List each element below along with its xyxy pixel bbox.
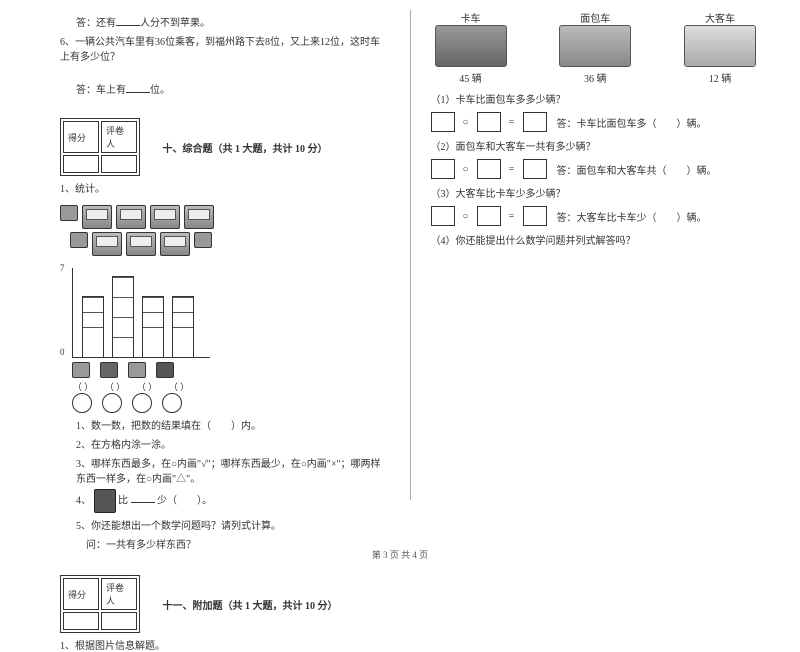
score-box-10: 得分评卷人 (60, 118, 140, 176)
calculator-icon (94, 489, 116, 513)
q11-1: 1、根据图片信息解题。 (60, 637, 390, 652)
section-11-title: 十一、附加题（共 1 大题，共计 10 分） (163, 597, 338, 612)
eq-row-1: ○= 答：卡车比面包车多（ ）辆。 (431, 112, 761, 132)
chart-x-labels: （ ） （ ） （ ） （ ） (72, 378, 390, 393)
vehicle-header: 卡车 45 辆 面包车 36 辆 大客车 12 辆 (431, 10, 761, 85)
truck-label: 卡车 (431, 10, 511, 25)
van-label: 面包车 (555, 10, 635, 25)
sub-q4: 4、 比 少（ ）。 (60, 489, 390, 513)
eq-row-3: ○= 答：大客车比卡车少（ ）辆。 (431, 206, 761, 226)
right-q2: （2）面包车和大客车一共有多少辆？ (431, 138, 761, 153)
bus-count: 12 辆 (680, 70, 760, 85)
chart-circles (72, 393, 390, 413)
bar-chart: 7 0 (60, 268, 210, 358)
page-footer: 第 3 页 共 4 页 (0, 548, 800, 561)
right-q4: （4）你还能提出什么数学问题并列式解答吗？ (431, 232, 761, 247)
truck-count: 45 辆 (431, 70, 511, 85)
computer-icons (60, 199, 390, 262)
stat-question: 1、统计。 (60, 180, 390, 195)
q6-answer: 答：车上有位。 (60, 81, 390, 96)
truck-icon (435, 25, 507, 67)
sub-q3: 3、哪样东西最多，在○内画"√"；哪样东西最少，在○内画"×"；哪两样东西一样多… (60, 455, 390, 485)
apple-answer: 答：还有人分不到苹果。 (60, 14, 390, 29)
score-box-11: 得分评卷人 (60, 575, 140, 633)
section-10-title: 十、综合题（共 1 大题，共计 10 分） (163, 140, 328, 155)
van-icon (559, 25, 631, 67)
chart-x-icons (72, 360, 390, 378)
eq-row-2: ○= 答：面包车和大客车共（ ）辆。 (431, 159, 761, 179)
sub-q5: 5、你还能想出一个数学问题吗？请列式计算。 (60, 517, 390, 532)
right-q3: （3）大客车比卡车少多少辆？ (431, 185, 761, 200)
sub-q1: 1、数一数，把数的结果填在（ ）内。 (60, 417, 390, 432)
question-6: 6、一辆公共汽车里有36位乘客，到福州路下去8位，又上来12位，这时车上有多少位… (60, 33, 390, 63)
right-q1: （1）卡车比面包车多多少辆？ (431, 91, 761, 106)
bus-icon (684, 25, 756, 67)
van-count: 36 辆 (555, 70, 635, 85)
bus-label: 大客车 (680, 10, 760, 25)
sub-q2: 2、在方格内涂一涂。 (60, 436, 390, 451)
